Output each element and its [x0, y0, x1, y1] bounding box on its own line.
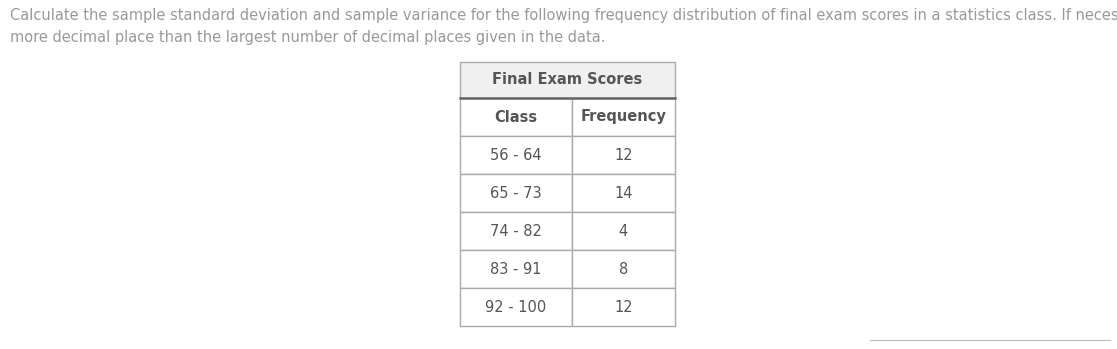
Text: 12: 12 — [614, 148, 632, 163]
Text: 12: 12 — [614, 299, 632, 314]
Text: Calculate the sample standard deviation and sample variance for the following fr: Calculate the sample standard deviation … — [10, 8, 1117, 45]
Bar — [572, 98, 675, 136]
Text: Frequency: Frequency — [581, 110, 667, 125]
Bar — [460, 250, 572, 288]
Bar — [572, 288, 675, 326]
Bar — [460, 174, 572, 212]
Bar — [572, 212, 675, 250]
Bar — [572, 174, 675, 212]
Bar — [460, 136, 572, 174]
Bar — [572, 136, 675, 174]
Text: 4: 4 — [619, 223, 628, 238]
Text: 56 - 64: 56 - 64 — [490, 148, 542, 163]
Text: 14: 14 — [614, 186, 632, 200]
Text: 8: 8 — [619, 261, 628, 276]
Text: Final Exam Scores: Final Exam Scores — [493, 73, 642, 88]
Bar — [460, 62, 675, 98]
Text: 92 - 100: 92 - 100 — [485, 299, 546, 314]
Bar — [460, 98, 572, 136]
Text: Class: Class — [495, 110, 537, 125]
Bar — [460, 288, 572, 326]
Bar — [460, 212, 572, 250]
Text: 83 - 91: 83 - 91 — [490, 261, 542, 276]
Bar — [572, 250, 675, 288]
Text: 65 - 73: 65 - 73 — [490, 186, 542, 200]
Text: 74 - 82: 74 - 82 — [490, 223, 542, 238]
